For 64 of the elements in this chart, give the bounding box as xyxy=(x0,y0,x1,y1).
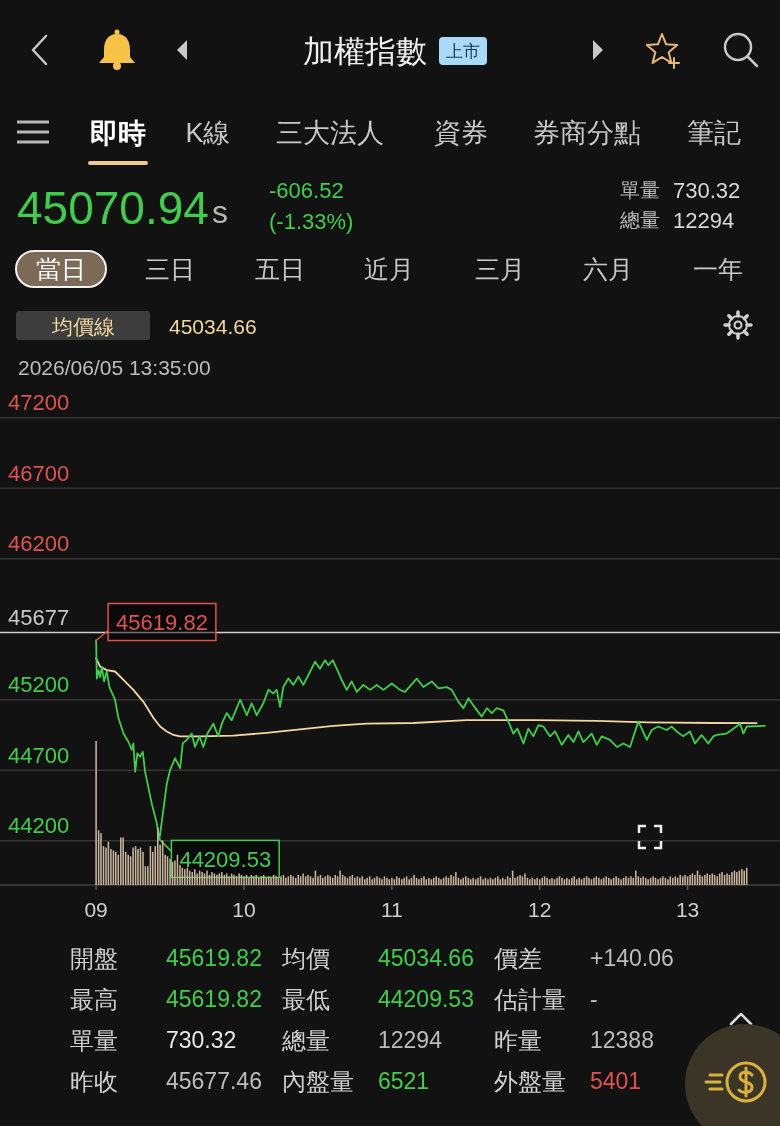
text: 內盤量 xyxy=(282,1067,354,1095)
text: 三大法人 xyxy=(276,118,384,148)
x-tick-label: 09 xyxy=(84,897,108,921)
text: 一年 xyxy=(693,255,743,283)
text: K線 xyxy=(185,118,231,148)
text: 6521 xyxy=(378,1068,430,1094)
text: 估計量 xyxy=(493,985,566,1013)
text: 均價 xyxy=(281,944,330,972)
text: 45034.66 xyxy=(169,314,257,338)
text: +140.06 xyxy=(590,945,674,971)
text: 外盤量 xyxy=(494,1067,566,1095)
x-tick-label: 13 xyxy=(675,897,700,921)
text: 45619.82 xyxy=(166,945,262,971)
text: (-1.33%) xyxy=(269,208,354,234)
text: 總量 xyxy=(619,209,660,231)
text: 5401 xyxy=(590,1068,642,1094)
text: 即時 xyxy=(90,117,146,149)
text: 最高 xyxy=(70,985,118,1013)
text: 三月 xyxy=(475,255,525,283)
text: 開盤 xyxy=(70,944,118,972)
y-tick-label: 46200 xyxy=(8,531,70,557)
annotation: 45619.82 xyxy=(116,610,208,636)
y-tick-label: 44200 xyxy=(8,813,70,839)
text: 五日 xyxy=(255,255,305,283)
text: 總量 xyxy=(281,1026,330,1054)
text: - xyxy=(590,986,598,1012)
text: 45677.46 xyxy=(166,1068,262,1094)
text: 12294 xyxy=(378,1027,443,1053)
text: 單量 xyxy=(70,1026,118,1054)
ref-line-label: 45677 xyxy=(8,604,70,630)
text: 45034.66 xyxy=(378,945,474,971)
text: 加權指數 xyxy=(303,33,427,69)
text: 三日 xyxy=(145,255,195,283)
text: 2026/06/05 13:35:00 xyxy=(18,355,211,379)
text: 券商分點 xyxy=(533,118,641,148)
text: 730.32 xyxy=(166,1027,237,1053)
annotation: 44209.53 xyxy=(179,846,272,872)
x-tick-label: 10 xyxy=(232,897,256,921)
text: 筆記 xyxy=(687,118,741,148)
text: 730.32 xyxy=(673,177,741,203)
text: s xyxy=(211,194,228,230)
text: 45070.94 xyxy=(17,182,209,234)
text: 最低 xyxy=(282,985,330,1013)
text: 昨收 xyxy=(70,1067,118,1095)
x-tick-label: 12 xyxy=(528,897,552,921)
y-tick-label: 47200 xyxy=(8,390,70,416)
text: 資券 xyxy=(434,118,488,148)
text: 價差 xyxy=(494,944,542,972)
text: 12388 xyxy=(590,1027,654,1053)
text: 昨量 xyxy=(494,1026,542,1054)
text: 均價線 xyxy=(50,314,115,338)
text: 近月 xyxy=(364,255,414,283)
text: 六月 xyxy=(583,255,633,283)
y-tick-label: 45200 xyxy=(8,672,70,698)
y-tick-label: 46700 xyxy=(8,460,70,486)
x-tick-label: 11 xyxy=(380,897,403,921)
text: 44209.53 xyxy=(378,986,474,1012)
text: 當日 xyxy=(36,255,86,283)
text: 單量 xyxy=(620,179,660,201)
text: -606.52 xyxy=(269,177,344,203)
text: 12294 xyxy=(673,207,735,233)
text: 45619.82 xyxy=(166,986,262,1012)
text: 上市 xyxy=(446,41,480,61)
y-tick-label: 44700 xyxy=(8,742,70,768)
